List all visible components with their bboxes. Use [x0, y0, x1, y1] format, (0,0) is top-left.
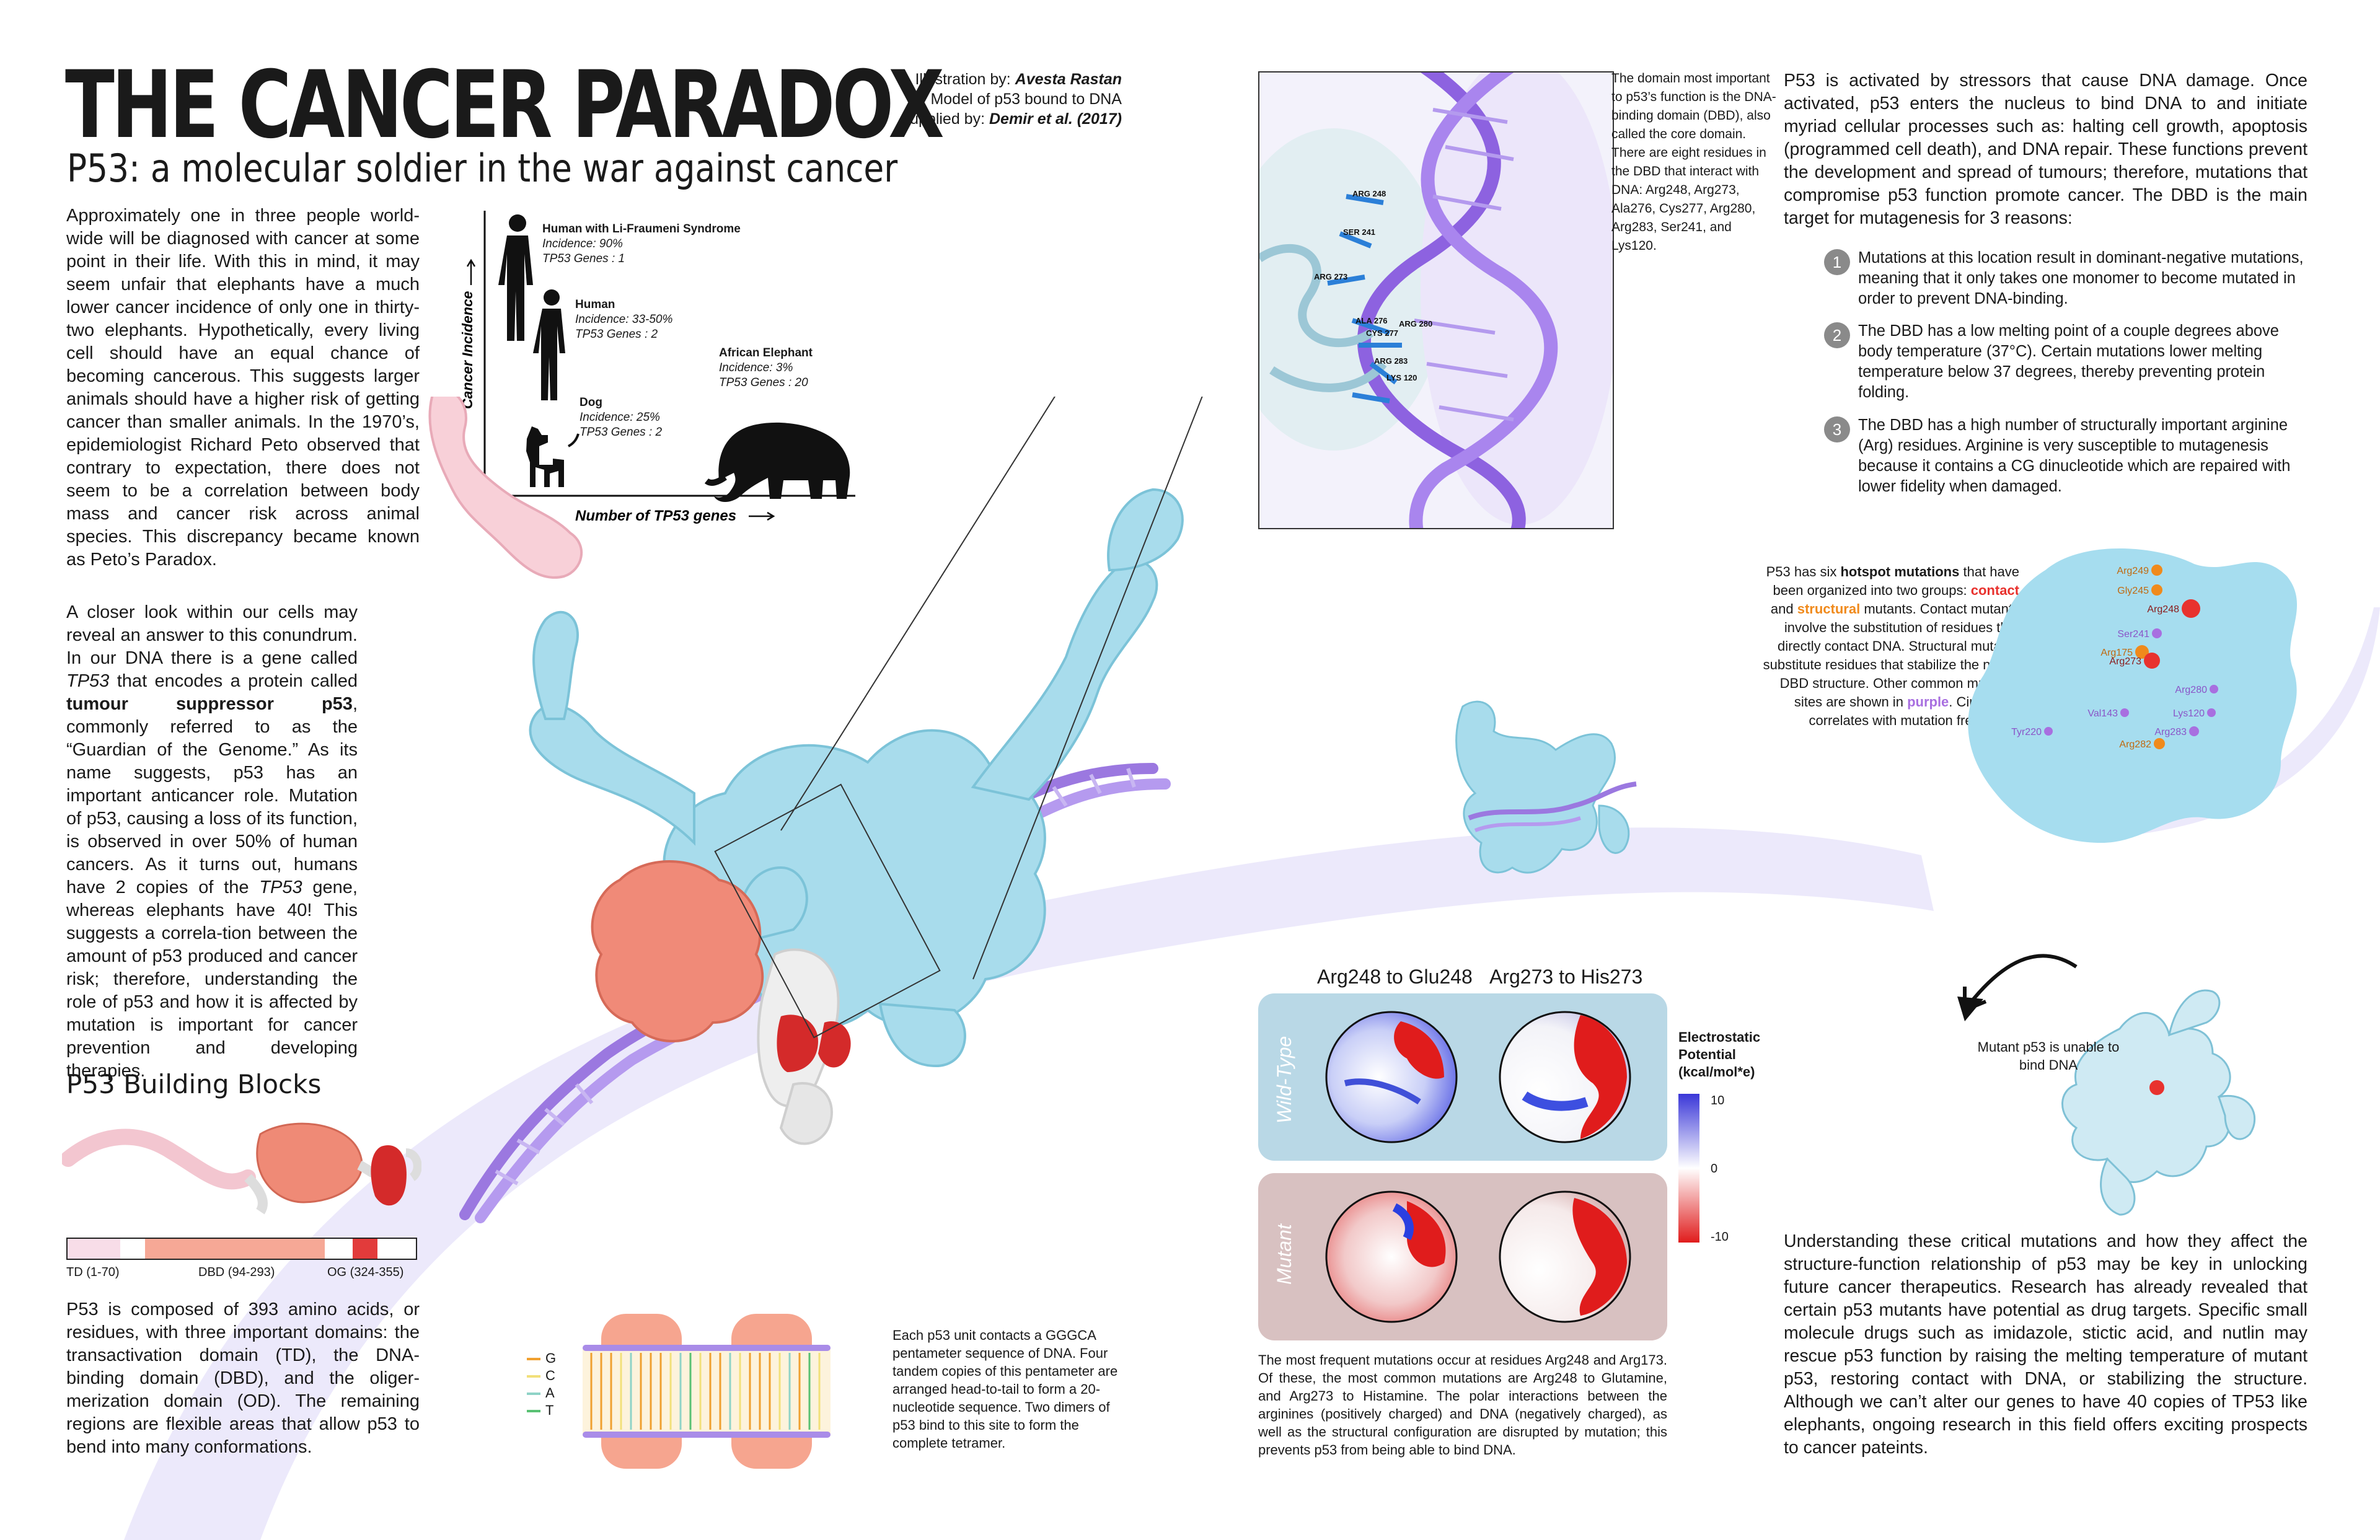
y-axis-label: Cancer Incidence — [459, 291, 475, 409]
domain-label: DBD (94-293) — [198, 1265, 275, 1280]
mutation-site-label: Tyr220 — [2011, 727, 2042, 737]
mutation-site-label: Arg273 — [2109, 656, 2141, 667]
reason-number: 2 — [1824, 322, 1850, 348]
conclusion-paragraph: Understanding these critical mutations a… — [1784, 1230, 2307, 1459]
p53-dna-model — [347, 397, 1215, 1252]
mutation-site-marker — [2151, 565, 2162, 576]
esp-wildtype-surfaces — [1320, 1009, 1655, 1151]
building-blocks-model — [62, 1097, 421, 1221]
mutation-site-marker — [2182, 599, 2200, 618]
residue-label: ARG 248 — [1352, 189, 1386, 198]
dna-binding-caption: Each p53 unit contacts a GGGCA pentamete… — [892, 1326, 1125, 1452]
esp-mutant-panel: Mutant — [1258, 1173, 1667, 1340]
mutation-site-label: Lys120 — [2173, 708, 2205, 719]
residue-label: ARG 283 — [1374, 356, 1408, 366]
residue-label: ARG 273 — [1314, 272, 1347, 281]
mutation-site-marker — [2151, 584, 2162, 596]
domain-label: OG (324-355) — [327, 1265, 403, 1280]
dna-binding-diagram — [583, 1311, 855, 1472]
esp-column-heading: Arg273 to His273 — [1489, 966, 1642, 988]
reason-item: 1 Mutations at this location result in d… — [1824, 248, 2304, 309]
residue-label: ARG 280 — [1399, 319, 1432, 328]
residue-label: LYS 120 — [1386, 373, 1417, 382]
lifraumeni-label: Human with Li-Fraumeni Syndrome Incidence… — [542, 222, 741, 266]
dbd-domain-surface — [593, 861, 763, 1041]
residue-label: CYS 277 — [1366, 328, 1398, 338]
og-segment — [353, 1239, 377, 1259]
legend-tick: 0 — [1711, 1162, 1717, 1176]
reason-number: 3 — [1824, 416, 1850, 442]
dbd-zoom-svg: ARG 248 SER 241 ARG 273 ALA 276 ARG 280 … — [1259, 73, 1613, 528]
residue-label: ALA 276 — [1355, 316, 1388, 325]
illustration-credit: Illustration by: Avesta Rastan Model of … — [892, 69, 1122, 129]
intro-paragraph-2: A closer look within our cells may revea… — [66, 601, 358, 1083]
linker-segment — [377, 1239, 416, 1259]
building-blocks-heading: P53 Building Blocks — [66, 1069, 321, 1099]
dbd-caption: The domain most important to p53’s funct… — [1611, 69, 1779, 255]
human-silhouette-icon — [533, 289, 565, 400]
domain-bar — [66, 1238, 417, 1260]
legend-tick: -10 — [1711, 1230, 1729, 1244]
base-legend-item: C — [527, 1367, 564, 1384]
mutation-site-label: Arg280 — [2175, 685, 2207, 695]
esp-row-label: Wild-Type — [1273, 1036, 1296, 1124]
mutation-site-label: Arg282 — [2119, 739, 2151, 750]
base-legend-item: G — [527, 1350, 564, 1367]
esp-wildtype-panel: Wild-Type — [1258, 993, 1667, 1161]
mutation-site-label: Gly245 — [2117, 586, 2149, 596]
residue-label: SER 241 — [1343, 227, 1375, 237]
human-label: Human Incidence: 33-50% TP53 Genes : 2 — [575, 297, 672, 342]
td-domain-surface — [430, 397, 581, 578]
mutation-site-label: Arg249 — [2117, 566, 2149, 576]
mutation-site-marker — [2120, 708, 2129, 717]
domain-label: TD (1-70) — [66, 1265, 120, 1280]
mutation-site-marker — [2210, 685, 2218, 693]
td-segment — [68, 1239, 120, 1259]
building-blocks-paragraph: P53 is composed of 393 amino acids, or r… — [66, 1298, 420, 1459]
legend-colorbar — [1678, 1094, 1699, 1243]
p53-small-model — [1413, 682, 1673, 917]
esp-mutant-surfaces — [1320, 1189, 1655, 1331]
linker-segment — [325, 1239, 353, 1259]
reason-number: 1 — [1824, 249, 1850, 275]
dbd-zoom-panel: ARG 248 SER 241 ARG 273 ALA 276 ARG 280 … — [1258, 71, 1614, 529]
base-legend-item: T — [527, 1402, 564, 1419]
mutant-label: Mutant p53 is unable to bind DNA — [1977, 1038, 2120, 1074]
activation-paragraph: P53 is activated by stressors that cause… — [1784, 69, 2307, 230]
reason-list: 1 Mutations at this location result in d… — [1824, 248, 2307, 508]
page-title: THE CANCER PARADOX — [65, 59, 941, 152]
mutation-site-marker — [2189, 726, 2199, 736]
legend-title: Electrostatic Potential (kcal/mol*e) — [1678, 1029, 1765, 1081]
mutation-site-marker — [2207, 708, 2216, 717]
dbd-segment — [145, 1239, 325, 1259]
mutation-site-label: Ser241 — [2117, 629, 2149, 640]
esp-row-label: Mutant — [1273, 1224, 1296, 1285]
reason-item: 3 The DBD has a high number of structura… — [1824, 415, 2304, 497]
reason-item: 2 The DBD has a low melting point of a c… — [1824, 321, 2304, 403]
human-silhouette-icon — [498, 214, 533, 341]
mutation-site-label: Arg283 — [2154, 727, 2187, 737]
mutation-site-marker — [2144, 653, 2160, 669]
esp-caption: The most frequent mutations occur at res… — [1258, 1351, 1667, 1459]
page-subtitle: P53: a molecular soldier in the war agai… — [67, 146, 897, 191]
elephant-label: African Elephant Incidence: 3% TP53 Genes … — [719, 346, 813, 390]
mutation-site-label: Val143 — [2087, 708, 2118, 719]
mutation-site-marker — [2044, 727, 2053, 736]
mutation-site-marker — [2152, 628, 2162, 638]
mutation-site-marker — [2154, 738, 2165, 749]
mutation-site-label: Arg248 — [2147, 604, 2179, 615]
mutant-p53-model — [1952, 930, 2324, 1227]
esp-legend: Electrostatic Potential (kcal/mol*e) 10 0 … — [1678, 1029, 1765, 1081]
legend-tick: 10 — [1711, 1094, 1724, 1108]
linker-segment — [120, 1239, 145, 1259]
base-legend-item: A — [527, 1384, 564, 1402]
esp-column-heading: Arg248 to Glu248 — [1317, 966, 1473, 988]
